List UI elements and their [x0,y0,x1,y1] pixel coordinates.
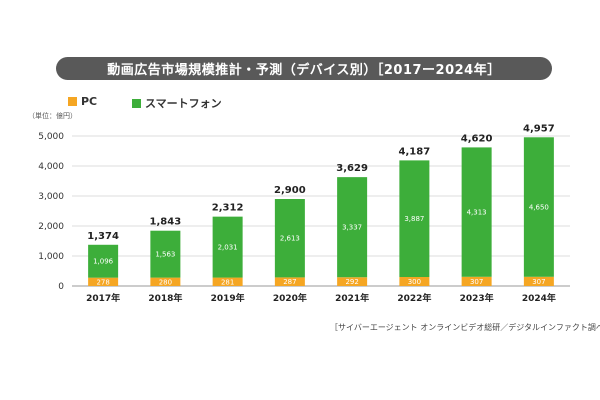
data-label-smartphone: 3,887 [404,215,424,223]
y-tick-label: 3,000 [38,192,64,202]
legend-swatch-smartphone [132,98,141,108]
data-label-smartphone: 2,613 [280,235,300,243]
data-label-total: 1,843 [150,217,182,228]
legend-swatch-pc [68,97,77,106]
bar-pc [461,276,492,286]
bar-pc [399,277,430,286]
data-label-pc: 300 [408,278,421,286]
data-label-smartphone: 2,031 [218,244,238,252]
y-tick-label: 2,000 [38,222,64,232]
bar-pc [274,277,305,286]
data-label-total: 4,620 [461,133,493,144]
legend-item-smartphone: スマートフォン [132,95,222,111]
data-label-pc: 307 [532,278,545,286]
legend-label-smartphone: スマートフォン [145,97,222,110]
bar-smartphone [461,147,492,277]
data-label-pc: 287 [283,278,296,286]
data-label-pc: 307 [470,278,483,286]
bar-smartphone [274,199,305,278]
bar-pc [212,277,243,286]
x-tick-label: 2017年 [86,292,120,304]
data-label-total: 2,312 [212,203,244,214]
chart-title: 動画広告市場規模推計・予測（デバイス別）［2017ー2024年］ [107,63,501,78]
unit-label: （単位：億円） [28,112,77,120]
bar-pc [523,276,554,286]
bar-smartphone [337,177,368,278]
data-label-smartphone: 4,313 [467,209,487,217]
x-tick-label: 2021年 [335,292,369,304]
x-tick-label: 2020年 [273,292,307,304]
x-tick-label: 2024年 [522,292,556,304]
data-label-total: 3,629 [336,163,368,174]
title-bar: 動画広告市場規模推計・予測（デバイス別）［2017ー2024年］ [56,57,552,80]
y-tick-label: 1,000 [38,252,64,262]
bar-smartphone [150,230,181,278]
data-label-total: 4,957 [523,123,555,134]
data-label-smartphone: 1,096 [93,258,114,266]
bar-smartphone [523,137,554,277]
bar-pc [88,277,119,286]
x-tick-label: 2022年 [397,292,431,304]
source-note: ［サイバーエージェント オンラインビデオ総研／デジタルインファクト調べ］ [330,323,600,332]
bar-smartphone [88,244,119,278]
data-label-total: 1,374 [87,231,119,242]
x-tick-label: 2023年 [460,292,494,304]
data-label-smartphone: 1,563 [155,251,175,259]
data-label-total: 4,187 [399,146,431,157]
data-label-smartphone: 4,650 [529,204,549,212]
y-tick-label: 5,000 [38,132,64,142]
data-label-pc: 281 [221,278,234,286]
data-label-pc: 280 [159,278,172,286]
data-label-pc: 292 [345,278,358,286]
x-tick-label: 2019年 [211,292,245,304]
bar-pc [337,277,368,286]
legend-item-pc: PC [68,95,97,108]
bar-smartphone [399,160,430,277]
data-label-pc: 278 [96,278,109,286]
data-label-total: 2,900 [274,185,306,196]
bar-smartphone [212,216,243,278]
bar-pc [150,277,181,286]
data-label-smartphone: 3,337 [342,224,362,232]
y-tick-label: 0 [58,282,64,292]
x-tick-label: 2018年 [148,292,182,304]
y-tick-label: 4,000 [38,162,64,172]
legend-label-pc: PC [81,95,98,108]
